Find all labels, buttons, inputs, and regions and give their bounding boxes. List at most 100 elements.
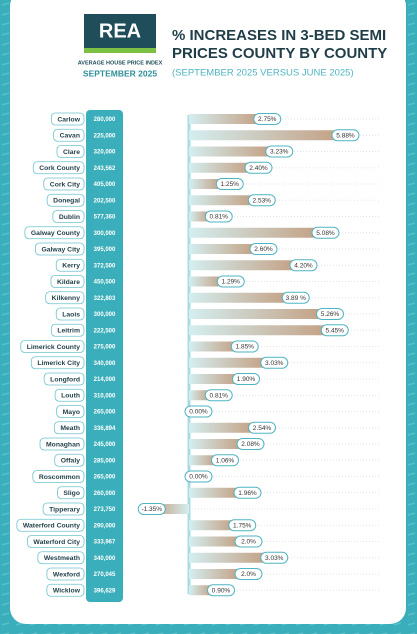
county-name: Waterford County: [23, 523, 80, 530]
price: 270,045: [94, 572, 116, 578]
value-label: 1.25%: [221, 181, 240, 188]
value-pill: [248, 421, 276, 434]
county-pill: [56, 145, 85, 158]
value-pill: [184, 470, 213, 483]
county-pill: [45, 291, 85, 305]
bar: [189, 227, 316, 238]
county-pill: [56, 405, 85, 418]
county-pill: [39, 437, 85, 451]
county-pill: [32, 161, 85, 175]
bar: [189, 552, 265, 563]
price: 405,000: [94, 182, 116, 188]
value-label: -1.35%: [141, 506, 162, 513]
bar: [189, 374, 237, 384]
county-pill: [30, 356, 85, 370]
value-pill: [281, 291, 310, 304]
bar: [189, 162, 249, 173]
value-pill: [233, 486, 262, 499]
value-label: 0.81%: [210, 392, 229, 399]
county-name: Clare: [63, 149, 80, 156]
county-name: Kerry: [62, 263, 80, 270]
bar: [189, 195, 253, 206]
price: 577,360: [94, 215, 116, 221]
county-pill: [37, 551, 85, 565]
bar: [189, 146, 270, 157]
bar: [189, 276, 222, 287]
value-label: 0.00%: [189, 409, 208, 416]
price: 396,629: [94, 588, 116, 594]
county-pill: [35, 242, 85, 256]
value-label: 3.23%: [270, 149, 289, 156]
county-name: Cork County: [39, 165, 80, 172]
bar: [189, 487, 238, 498]
county-pill: [20, 340, 85, 353]
value-label: 1.96%: [238, 490, 257, 497]
price: 280,000: [94, 117, 116, 123]
value-pill: [137, 503, 166, 515]
county-name: Wexford: [53, 571, 80, 578]
value-pill: [247, 194, 276, 207]
value-pill: [320, 324, 349, 337]
price: 300,000: [94, 231, 116, 237]
logo-stripe: [84, 48, 156, 53]
price: 333,967: [94, 540, 116, 546]
price-column: [86, 110, 123, 602]
county-pill: [46, 193, 85, 207]
bar: [189, 455, 216, 466]
value-label: 2.75%: [258, 116, 277, 123]
county-name: Galway County: [31, 230, 80, 237]
value-pill: [331, 129, 360, 142]
county-pill: [55, 258, 85, 272]
value-pill: [289, 259, 318, 272]
price: 245,000: [94, 442, 116, 448]
value-pill: [204, 389, 233, 402]
value-label: 2.0%: [241, 571, 256, 578]
county-pill: [16, 518, 85, 532]
value-pill: [253, 113, 282, 125]
county-pill: [24, 226, 85, 240]
value-label: 3.03%: [265, 360, 284, 367]
value-pill: [216, 275, 245, 288]
price: 310,000: [94, 393, 116, 399]
county-pill: [52, 210, 85, 223]
county-pill: [50, 323, 85, 337]
county-name: Leitrim: [57, 328, 80, 335]
bar: [189, 357, 265, 368]
value-label: 1.75%: [233, 522, 252, 529]
price: 336,894: [94, 426, 116, 432]
value-label: 1.90%: [237, 376, 256, 383]
county-name: Tipperary: [49, 506, 80, 513]
county-pill: [54, 453, 85, 467]
county-name: Mayo: [63, 409, 80, 416]
county-pill: [55, 307, 85, 321]
value-pill: [215, 178, 244, 190]
bar: [189, 520, 233, 531]
county-name: Cavan: [60, 133, 80, 140]
title-line: PRICES COUNTY BY COUNTY: [172, 45, 387, 62]
county-name: Kildare: [57, 279, 80, 286]
county-pill: [50, 275, 85, 288]
value-pill: [204, 210, 233, 223]
county-name: Limerick County: [27, 344, 80, 351]
bar: [189, 309, 321, 319]
price: 395,000: [94, 247, 116, 253]
county-pill: [56, 486, 85, 500]
value-pill: [207, 584, 235, 597]
value-label: 2.40%: [249, 165, 268, 172]
value-label: 5.88%: [336, 132, 355, 139]
value-label: 5.45%: [326, 327, 345, 334]
value-label: 5.26%: [321, 311, 340, 318]
value-pill: [311, 226, 340, 239]
county-name: Carlow: [57, 116, 80, 123]
county-name: Roscommon: [39, 474, 80, 481]
county-name: Monaghan: [46, 441, 80, 448]
county-pill: [53, 421, 85, 435]
county-name: Waterford City: [33, 539, 80, 546]
value-pill: [234, 568, 263, 580]
bar: [189, 569, 239, 579]
county-pill: [46, 567, 85, 581]
county-pill: [50, 112, 85, 126]
price: 320,000: [94, 150, 116, 156]
county-name: Westmeath: [44, 555, 80, 562]
